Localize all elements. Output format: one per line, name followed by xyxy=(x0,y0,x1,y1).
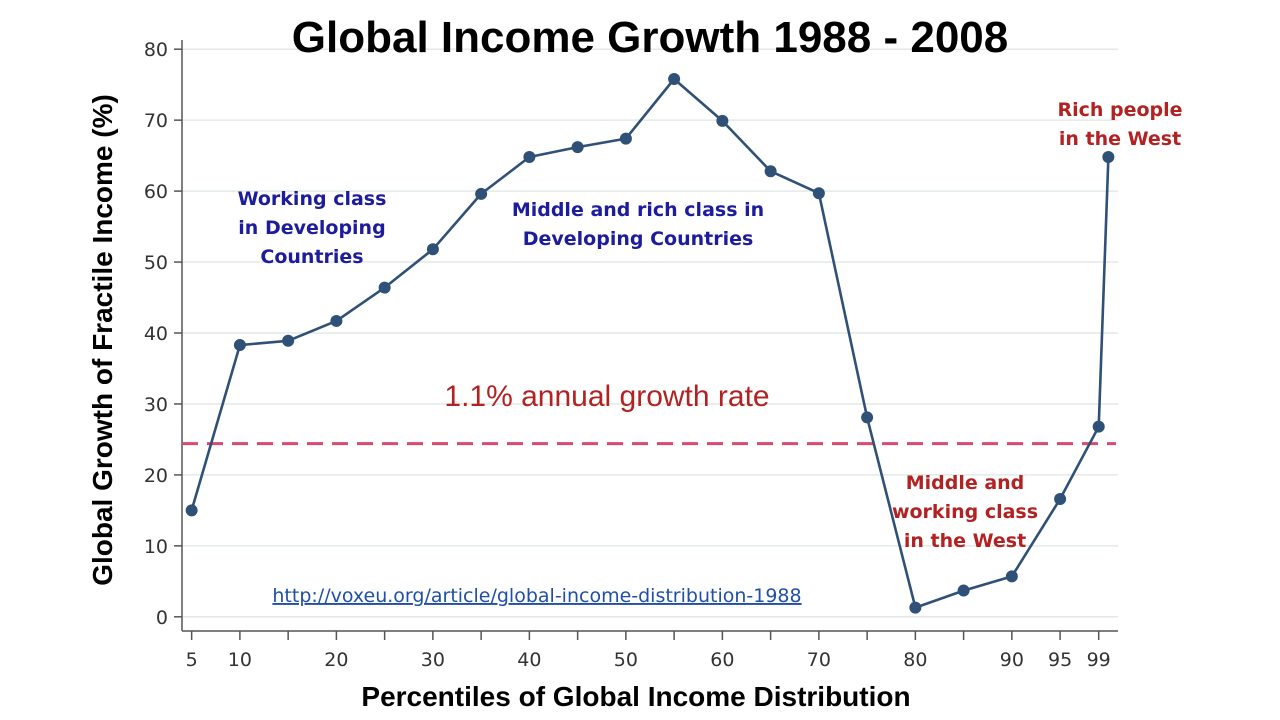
x-tick-label: 40 xyxy=(517,649,541,671)
data-point xyxy=(1092,420,1105,433)
y-tick-label: 70 xyxy=(144,110,168,132)
data-point xyxy=(668,72,681,85)
series-group xyxy=(185,72,1115,614)
annotation-line: in Developing xyxy=(238,217,385,239)
data-point xyxy=(330,314,343,327)
chart-title: Global Income Growth 1988 - 2008 xyxy=(292,13,1008,62)
data-point xyxy=(282,334,295,347)
data-point xyxy=(861,411,874,424)
x-tick-label: 30 xyxy=(421,649,445,671)
y-tick-label: 60 xyxy=(144,181,168,203)
data-point xyxy=(185,504,198,517)
series-line xyxy=(190,77,1110,609)
x-tick-label: 80 xyxy=(903,649,927,671)
annotation-middle-rich: Middle and rich class in Developing Coun… xyxy=(512,199,764,250)
y-tick-label: 10 xyxy=(144,536,168,558)
x-tick-label: 70 xyxy=(807,649,831,671)
y-tick-label: 80 xyxy=(144,39,168,61)
axes xyxy=(181,40,1118,632)
x-tick-label: 60 xyxy=(710,649,734,671)
y-tick-label: 30 xyxy=(144,394,168,416)
x-tick-label: 5 xyxy=(186,649,198,671)
annotation-line: Countries xyxy=(260,246,363,268)
x-tick-label: 10 xyxy=(228,649,252,671)
x-tick-label: 95 xyxy=(1048,649,1072,671)
y-axis-label: Global Growth of Fractile Income (%) xyxy=(87,94,118,586)
x-tick-label: 20 xyxy=(324,649,348,671)
data-point xyxy=(619,132,632,145)
data-point xyxy=(1102,151,1115,164)
annotation-line: Middle and xyxy=(906,472,1025,494)
data-point xyxy=(233,339,246,352)
y-axis-ticks: 0 10 20 30 40 50 60 70 80 xyxy=(144,39,182,629)
source-link[interactable]: http://voxeu.org/article/global-income-d… xyxy=(272,585,801,607)
y-tick-label: 50 xyxy=(144,252,168,274)
annotation-working-class: Working class in Developing Countries xyxy=(238,188,387,268)
annotation-line: Developing Countries xyxy=(523,228,754,250)
annotation-line: working class xyxy=(892,501,1038,523)
y-tick-label: 20 xyxy=(144,465,168,487)
annotation-middle-west: Middle and working class in the West xyxy=(892,472,1038,552)
annotation-line: in the West xyxy=(1059,128,1181,150)
x-axis-ticks: 5 10 20 30 40 50 60 70 80 90 95 99 xyxy=(186,631,1111,671)
data-point xyxy=(426,243,439,256)
y-tick-label: 0 xyxy=(156,607,168,629)
data-point xyxy=(378,281,391,294)
data-point xyxy=(1005,570,1018,583)
data-point xyxy=(812,187,825,200)
x-tick-label: 99 xyxy=(1087,649,1111,671)
annotation-line: Middle and rich class in xyxy=(512,199,764,221)
x-tick-label: 50 xyxy=(614,649,638,671)
annotation-rich-west: Rich people in the West xyxy=(1057,99,1182,150)
data-point xyxy=(716,114,729,127)
data-point xyxy=(909,601,922,614)
data-point xyxy=(571,141,584,154)
grid xyxy=(182,48,1118,618)
data-point xyxy=(523,151,536,164)
x-axis-label: Percentiles of Global Income Distributio… xyxy=(361,681,910,712)
data-point xyxy=(475,187,488,200)
annotation-line: Rich people xyxy=(1057,99,1182,121)
reference-line-label: 1.1% annual growth rate xyxy=(444,380,769,413)
data-point xyxy=(1054,493,1067,506)
data-point xyxy=(764,165,777,178)
annotation-line: in the West xyxy=(904,530,1026,552)
x-tick-label: 90 xyxy=(1000,649,1024,671)
data-point xyxy=(957,584,970,597)
y-tick-label: 40 xyxy=(144,323,168,345)
annotation-line: Working class xyxy=(238,188,387,210)
